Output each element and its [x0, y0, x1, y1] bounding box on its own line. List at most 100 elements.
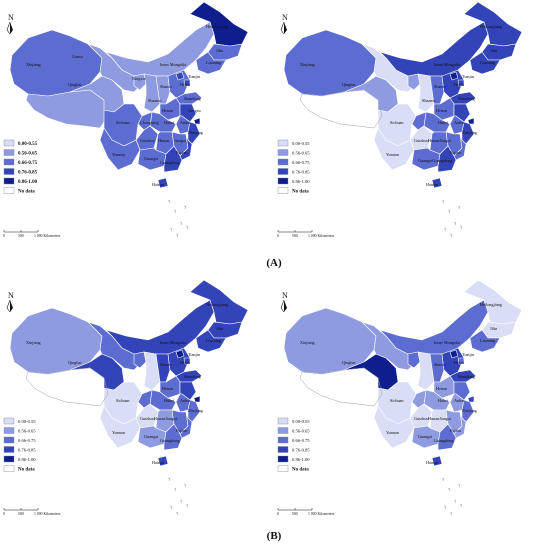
- province-label-qinghai: Qinghai: [68, 360, 82, 365]
- province-outline-tibet: [25, 367, 109, 407]
- province-label-hubei: Hubei: [438, 120, 449, 125]
- legend-swatch-no-data: [3, 465, 15, 472]
- legend-label: 0.56-0.65: [18, 429, 36, 434]
- province-label-xinjiang: Xinjiang: [26, 62, 42, 67]
- island-mark: [449, 511, 453, 516]
- legend-swatch: [3, 446, 15, 453]
- province-jilin: [207, 43, 243, 61]
- province-xinjiang: [9, 29, 103, 97]
- province-fujian: [453, 411, 467, 439]
- north-label: N: [8, 13, 14, 22]
- province-label-xinjiang: Xinjiang: [26, 340, 42, 345]
- island-mark: [441, 199, 445, 204]
- scale-tick: 500: [292, 234, 298, 238]
- province-guangdong: [163, 145, 183, 173]
- province-label-chongqing: Chongqing: [140, 120, 160, 125]
- choropleth-map: N Xinjiang Gansu Qinghai Inner Mongolia Jilin…: [3, 1, 249, 238]
- province-ningxia: [407, 73, 421, 91]
- island-mark: [167, 199, 171, 204]
- province-beijing: [449, 349, 459, 359]
- province-label-gansu: Gansu: [72, 54, 84, 59]
- province-yunnan: [99, 127, 141, 171]
- scale-end-label: 1 000 Kilometers: [308, 512, 335, 516]
- legend: 0.00-0.55 0.56-0.65 0.66-0.75 0.76-0.85 0.86…: [277, 417, 310, 473]
- province-guangdong: [437, 145, 457, 173]
- province-label-inner_mongolia: Inner Mongolia: [434, 62, 460, 67]
- legend-label-no-data: No data: [292, 190, 309, 195]
- province-label-shanxi: Shanxi: [160, 84, 172, 89]
- province-label-liaoning: Liaoning: [480, 338, 496, 343]
- province-label-guizhou: Guizhou: [414, 416, 429, 421]
- scale-end-label: 1 000 Kilometers: [34, 512, 61, 516]
- province-tianjin: [457, 357, 465, 365]
- province-label-guangxi: Guangxi: [144, 434, 159, 439]
- island-mark: [457, 205, 461, 210]
- province-label-xinjiang: Xinjiang: [300, 340, 316, 345]
- legend-label: 0.86-1.00: [292, 179, 310, 184]
- province-label-xinjiang: Xinjiang: [300, 62, 316, 67]
- province-shanghai: [193, 117, 201, 125]
- scale-bar: 0 500 1 000 Kilometers: [277, 230, 335, 238]
- province-hainan: [431, 177, 443, 189]
- legend-swatch: [277, 177, 289, 185]
- province-labels: Xinjiang Gansu Qinghai Inner Mongolia Jilin H…: [26, 24, 229, 187]
- province-label-yunnan: Yunnan: [386, 430, 400, 435]
- province-hainan: [157, 177, 169, 189]
- province-hubei: [423, 389, 451, 411]
- caption-a: (A): [266, 257, 282, 269]
- scale-bar: 0 500 1 000 Kilometers: [277, 508, 335, 516]
- province-label-tianjin: Tianjin: [462, 74, 475, 79]
- legend-label: 0.66-0.75: [292, 438, 310, 443]
- legend: 0.00-0.55 0.56-0.65 0.66-0.75 0.76-0.85 0.86…: [3, 139, 38, 195]
- province-label-shaanxi: Shaanxi: [422, 98, 436, 103]
- province-liaoning: [469, 329, 501, 353]
- province-label-qinghai: Qinghai: [68, 82, 82, 87]
- province-label-zhejiang: Zhejiang: [462, 408, 478, 413]
- island-mark: [185, 225, 189, 230]
- legend-label: 0.00-0.55: [292, 419, 310, 424]
- legend-label: 0.66-0.75: [18, 438, 36, 443]
- province-fujian: [179, 411, 193, 439]
- province-label-guangdong: Guangdong: [160, 160, 180, 165]
- south-sea-islands: [441, 477, 463, 516]
- province-tianjin: [183, 79, 191, 87]
- province-label-shanxi: Shanxi: [160, 362, 172, 367]
- legend-label: 0.00-0.55: [18, 419, 36, 424]
- province-tibet: [299, 89, 383, 129]
- province-yunnan: [99, 405, 141, 449]
- province-outline-tibet: [299, 89, 383, 129]
- province-xinjiang: [9, 307, 103, 375]
- province-label-anhui: Anhui: [180, 120, 191, 125]
- map-panel-b-right: N Xinjiang Qinghai Inner Mongolia Heilongjia…: [274, 278, 548, 524]
- legend-label: 0.76-0.85: [18, 171, 38, 176]
- province-label-heilongjiang: Heilongjiang: [206, 24, 229, 29]
- legend-swatch-no-data: [277, 465, 289, 472]
- province-label-anhui: Anhui: [180, 398, 191, 403]
- legend-swatch-no-data: [277, 187, 289, 194]
- province-label-shanxi: Shanxi: [434, 84, 446, 89]
- island-mark: [179, 499, 183, 504]
- north-arrow-icon: N: [280, 13, 288, 35]
- province-label-guizhou: Guizhou: [414, 138, 429, 143]
- choropleth-map: N Xinjiang Qinghai Inner Mongolia Heilongjia…: [277, 279, 523, 516]
- legend-swatch: [3, 158, 15, 166]
- province-beijing: [175, 349, 185, 359]
- north-label: N: [282, 13, 288, 22]
- province-label-jilin: Jilin: [216, 326, 224, 331]
- province-hubei: [149, 111, 177, 133]
- south-sea-islands: [167, 477, 189, 516]
- legend-swatch: [3, 455, 15, 463]
- island-mark: [175, 511, 179, 516]
- province-label-anhui: Anhui: [454, 398, 465, 403]
- province-label-hebei: Hebei: [180, 82, 191, 87]
- province-tianjin: [457, 79, 465, 87]
- province-label-henan: Henan: [436, 108, 448, 113]
- province-label-liaoning: Liaoning: [480, 60, 496, 65]
- province-label-guizhou: Guizhou: [140, 138, 155, 143]
- island-mark: [459, 225, 463, 230]
- province-label-hebei: Hebei: [454, 360, 465, 365]
- legend-label: 0.00-0.55: [18, 142, 38, 147]
- province-label-yunnan: Yunnan: [386, 152, 400, 157]
- legend-swatch: [277, 455, 289, 463]
- south-sea-islands: [167, 199, 189, 238]
